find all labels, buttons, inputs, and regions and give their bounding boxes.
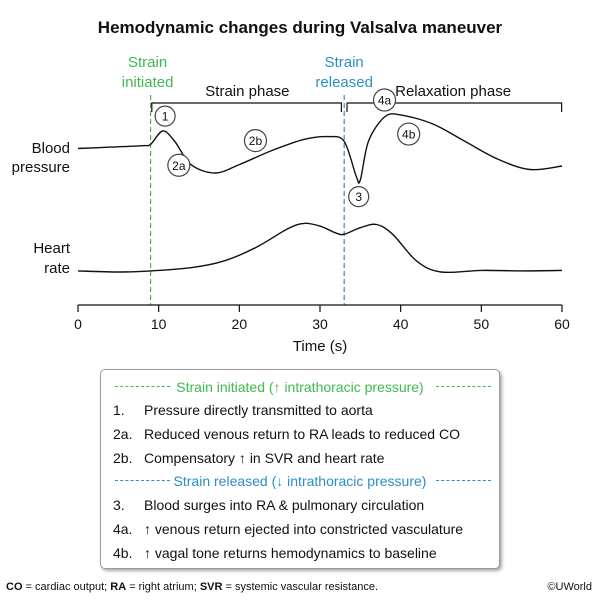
marker-circle [243,129,268,153]
marker-label: 3 [355,190,362,204]
abbreviation-footnote: CO = cardiac output; RA = right atrium; … [6,581,378,593]
legend-item-number: 2b. [113,450,133,466]
legend-item-4a: 4a. ↑ venous return ejected into constric… [113,519,493,539]
marker-1: 1 [154,105,176,127]
relaxation-phase-label: Relaxation phase [395,83,511,100]
strain-released-label: Strain [325,54,364,71]
heart-rate-curve [77,222,563,274]
strain-initiated-label-line2: initiated [122,74,174,91]
x-axis-title: Time (s) [293,338,347,355]
figure-title: Hemodynamic changes during Valsalva mane… [98,18,503,37]
legend-box: Strain initiated (↑ intrathoracic pressu… [100,369,500,569]
relaxation-phase-bracket [346,102,563,112]
marker-circle [348,186,370,208]
abbr-co: CO [6,581,23,593]
legend-dash [115,480,170,481]
x-axis-ticks: 0 10 20 30 40 50 60 [74,305,570,332]
abbr-ra: RA [110,581,127,593]
marker-label: 4a [378,94,392,108]
legend-section-strain-initiated: Strain initiated (↑ intrathoracic pressu… [101,377,499,397]
legend-item-text: ↑ venous return ejected into constricted… [144,521,464,537]
x-tick-label: 10 [151,316,167,332]
legend-item-number: 1. [113,402,125,418]
marker-label: 1 [162,110,169,124]
legend-item-2b: 2b. Compensatory ↑ in SVR and heart rate [113,448,493,468]
x-tick-label: 60 [554,316,570,332]
legend-item-3: 3. Blood surges into RA & pulmonary circu… [113,495,493,515]
abbr-co-def: = cardiac output; [22,581,111,593]
strain-phase-label: Strain phase [205,83,289,100]
legend-item-text: ↑ vagal tone returns hemodynamics to bas… [144,545,437,561]
legend-item-text: Pressure directly transmitted to aorta [144,402,373,418]
legend-dash [436,386,491,387]
strain-phase-bracket [151,102,342,112]
blood-pressure-label-line2: pressure [12,159,70,176]
legend-item-2a: 2a. Reduced venous return to RA leads to … [113,424,493,444]
legend-item-number: 3. [113,497,125,513]
legend-section-title: Strain initiated (↑ intrathoracic pressu… [176,379,424,395]
legend-item-1: 1. Pressure directly transmitted to aorta [113,400,493,420]
abbr-svr-def: = systemic vascular resistance. [222,581,379,593]
marker-circle [397,122,421,146]
marker-label: 4b [402,128,416,142]
x-tick-label: 40 [393,316,409,332]
marker-label: 2a [172,159,186,173]
marker-circle [372,88,397,112]
legend-section-strain-released: Strain released (↓ intrathoracic pressur… [101,471,499,491]
blood-pressure-label: Blood [32,140,70,157]
heart-rate-label: Heart [33,240,71,257]
x-tick-label: 0 [74,316,82,332]
marker-circle [167,153,191,177]
legend-item-text: Blood surges into RA & pulmonary circula… [144,497,425,513]
marker-4a: 4a [372,88,397,112]
legend-section-title: Strain released (↓ intrathoracic pressur… [173,473,427,489]
legend-item-text: Reduced venous return to RA leads to red… [144,426,460,442]
legend-item-number: 2a. [113,426,133,442]
strain-released-label-line2: released [315,74,373,91]
marker-4b: 4b [397,122,421,146]
heart-rate-label-line2: rate [44,260,70,277]
x-tick-label: 20 [232,316,248,332]
marker-circle [154,105,176,127]
x-tick-label: 30 [312,316,328,332]
legend-dash [436,480,491,481]
abbr-svr: SVR [199,581,223,593]
blood-pressure-curve [77,113,563,184]
legend-item-text: Compensatory ↑ in SVR and heart rate [144,450,385,466]
marker-2b: 2b [243,129,268,153]
legend-item-number: 4b. [113,545,133,561]
marker-2a: 2a [167,153,191,177]
abbr-ra-def: = right atrium; [126,581,200,593]
annotation-markers: 1 2a 2b 3 4a 4b [154,88,421,208]
x-tick-label: 50 [474,316,490,332]
strain-initiated-label: Strain [128,54,167,71]
marker-3: 3 [348,186,370,208]
legend-item-4b: 4b. ↑ vagal tone returns hemodynamics to … [113,543,493,563]
legend-dash [115,386,170,387]
legend-item-number: 4a. [113,521,133,537]
copyright-notice: ©UWorld [547,581,592,593]
marker-label: 2b [249,134,263,148]
